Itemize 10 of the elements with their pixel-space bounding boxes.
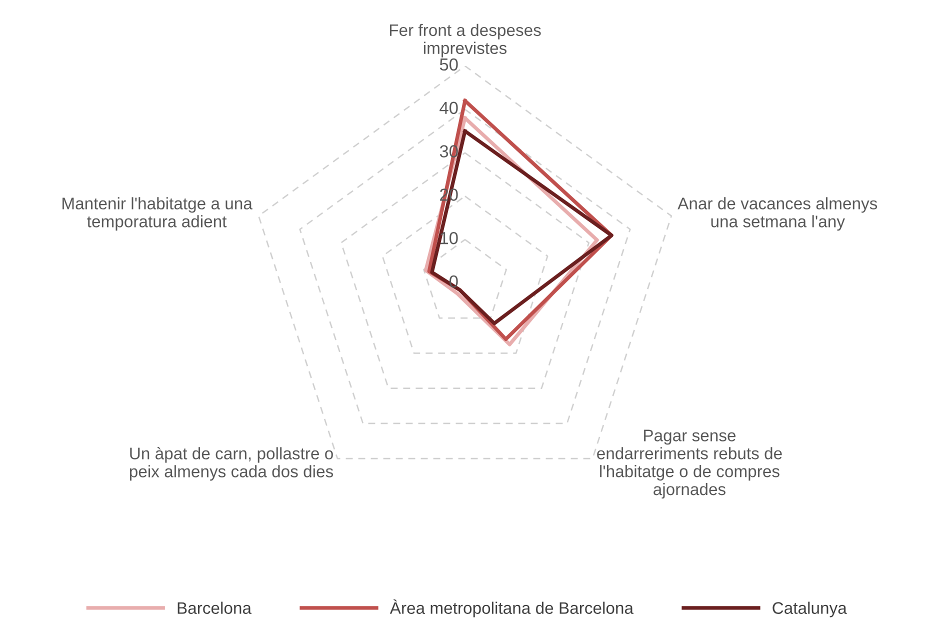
spoke-label: Fer front a despeses imprevistes [390,24,541,58]
spoke-label: Pagar sense endarreriments rebuts de l'habitatge o de compres ajornades [597,430,782,499]
y-tick-label: 50 [440,58,458,71]
spoke-label: Anar de vacances almenys una setmana l'any [678,197,878,231]
spoke-label: Mantenir l'habitatge a una temporatura adient [62,197,252,231]
legend-label: Catalunya [772,602,847,618]
legend-label: Barcelona [178,602,252,614]
legend-label: Àrea metropolitana de Barcelona [390,599,634,618]
spoke-label: Un àpat de carn, pollastre o peix almenys cada dos dies [130,446,334,481]
y-tick-label: 40 [440,102,458,114]
